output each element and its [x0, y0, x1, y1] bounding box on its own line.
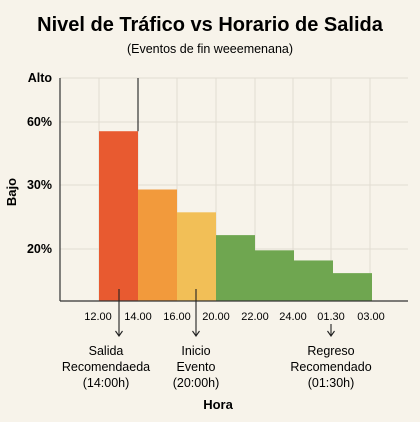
- annotation-text: Inicio: [181, 344, 210, 358]
- x-tick-label: 16.00: [163, 311, 191, 323]
- bar-3: [177, 212, 216, 301]
- x-tick-label: 12.00: [84, 311, 112, 323]
- chart-title: Nivel de Tráfico vs Horario de Salida: [37, 14, 384, 36]
- annotation-text: Recomendaeda: [62, 360, 150, 374]
- x-axis-label: Hora: [203, 397, 233, 412]
- bar-6: [294, 260, 333, 301]
- bar-5: [255, 250, 294, 301]
- annotation-text: Evento: [177, 360, 216, 374]
- y-axis-label: Bajo: [4, 178, 19, 206]
- annotation-arrow-head: [192, 330, 200, 337]
- annotation-text: (20:00h): [173, 376, 220, 390]
- annotation-arrow-head: [327, 330, 335, 337]
- x-tick-label: 20.00: [202, 311, 230, 323]
- x-tick-label: 24.00: [279, 311, 307, 323]
- bar-1: [99, 131, 138, 301]
- annotation-text: (01:30h): [308, 376, 355, 390]
- y-tick-label: 60%: [27, 115, 52, 129]
- plot-area: Alto 60% 30% 20% 12.00 14.00 16.00 20.00 22.00 24…: [27, 71, 408, 390]
- chart-subtitle: (Eventos de fin weeemenana): [127, 42, 293, 56]
- x-tick-label: 03.00: [357, 311, 385, 323]
- annotation-text: Salida: [89, 344, 124, 358]
- x-tick-label: 14.00: [124, 311, 152, 323]
- bar-4: [216, 235, 255, 301]
- annotation-text: Regreso: [307, 344, 354, 358]
- x-tick-label: 22.00: [241, 311, 269, 323]
- bar-7: [333, 273, 372, 301]
- bar-2: [138, 189, 177, 301]
- y-tick-label: 20%: [27, 242, 52, 256]
- y-tick-label: Alto: [28, 71, 53, 85]
- x-tick-label: 01.30: [317, 311, 345, 323]
- annotation-text: Recomendado: [290, 360, 371, 374]
- y-tick-label: 30%: [27, 178, 52, 192]
- annotation-arrow-head: [115, 330, 123, 337]
- annotation-text: (14:00h): [83, 376, 130, 390]
